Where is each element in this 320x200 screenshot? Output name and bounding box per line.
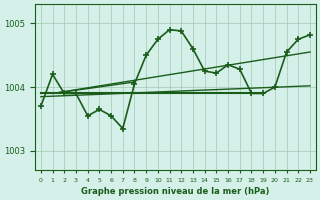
X-axis label: Graphe pression niveau de la mer (hPa): Graphe pression niveau de la mer (hPa): [81, 187, 270, 196]
